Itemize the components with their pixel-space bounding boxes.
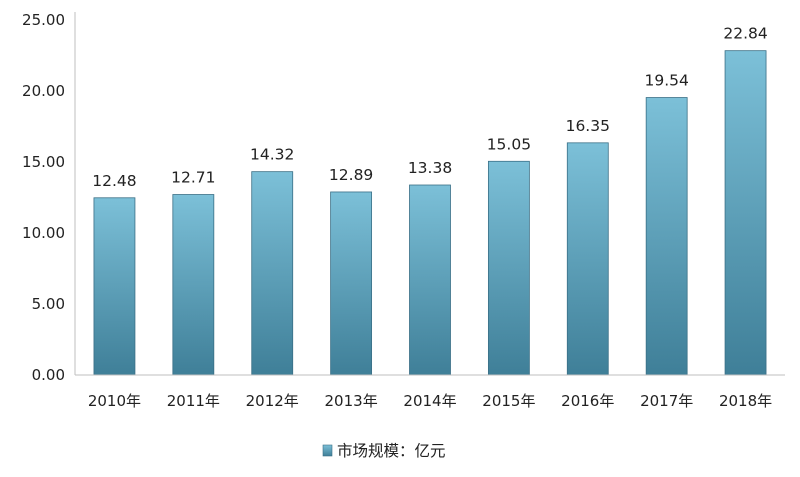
legend: 市场规模：亿元 xyxy=(322,442,446,460)
x-axis: 2010年 2011年 2012年 2013年 2014年 2015年 2016年 2017年… xyxy=(75,374,785,410)
bar-value-label: 12.48 xyxy=(92,172,136,190)
bar-value-label: 13.38 xyxy=(408,159,452,177)
x-tick-label: 2011年 xyxy=(167,392,220,410)
bar xyxy=(172,194,215,376)
y-tick-label: 10.00 xyxy=(22,224,65,242)
bar-value-label: 22.84 xyxy=(723,25,767,43)
bar xyxy=(487,160,530,376)
y-tick-label: 25.00 xyxy=(22,11,65,29)
y-axis: 0.00 5.00 10.00 15.00 20.00 25.00 xyxy=(22,11,76,384)
bar xyxy=(330,191,373,376)
x-tick-label: 2018年 xyxy=(719,392,772,410)
bar-value-label: 12.89 xyxy=(329,166,373,184)
bar-value-label: 15.05 xyxy=(487,135,531,153)
bar xyxy=(724,50,767,376)
legend-label: 市场规模：亿元 xyxy=(337,442,446,460)
x-tick-label: 2016年 xyxy=(561,392,614,410)
data-labels: 12.48 12.71 14.32 12.89 13.38 15.05 16.35 19.54… xyxy=(92,25,767,190)
bar xyxy=(251,171,294,376)
y-tick-label: 20.00 xyxy=(22,82,65,100)
x-tick-label: 2014年 xyxy=(403,392,456,410)
x-tick-label: 2015年 xyxy=(482,392,535,410)
bar-value-label: 12.71 xyxy=(171,169,215,187)
y-tick-label: 5.00 xyxy=(32,295,65,313)
bar-value-label: 16.35 xyxy=(566,117,610,135)
x-tick-label: 2010年 xyxy=(88,392,141,410)
x-tick-label: 2012年 xyxy=(246,392,299,410)
x-tick-label: 2013年 xyxy=(325,392,378,410)
bar-value-label: 14.32 xyxy=(250,146,294,164)
bar xyxy=(645,97,688,376)
legend-swatch xyxy=(322,444,333,457)
bar xyxy=(409,184,451,376)
bar-value-label: 19.54 xyxy=(644,72,688,90)
y-tick-label: 15.00 xyxy=(22,153,65,171)
bars xyxy=(93,50,767,376)
bar xyxy=(93,197,136,376)
bar xyxy=(566,142,609,376)
x-tick-label: 2017年 xyxy=(640,392,693,410)
y-tick-label: 0.00 xyxy=(32,366,65,384)
